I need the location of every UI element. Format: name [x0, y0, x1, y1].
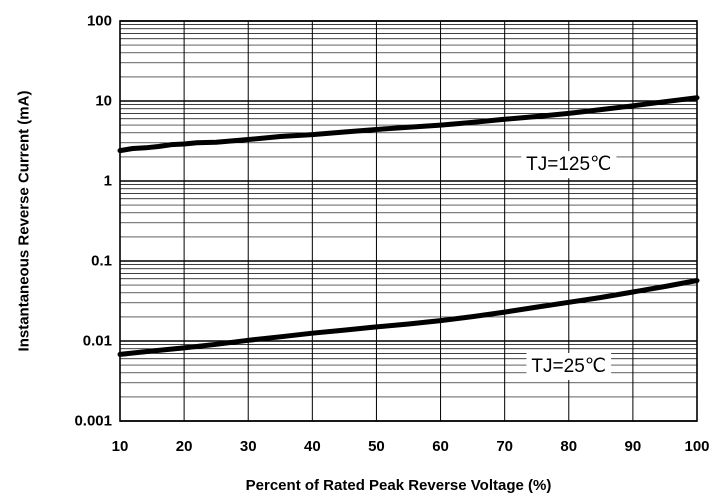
series-layer: [117, 95, 700, 357]
series-annotation-1: TJ=125℃: [526, 154, 611, 175]
x-tick-label: 10: [112, 438, 129, 455]
plot-frame: [119, 20, 698, 422]
annotation-background: [526, 353, 612, 381]
x-tick-label: 90: [625, 438, 642, 455]
x-tick-label: 20: [176, 438, 193, 455]
y-tick-label: 1: [104, 173, 112, 190]
y-axis-title: Instantaneous Reverse Current (mA): [16, 91, 33, 352]
x-tick-label: 30: [240, 438, 257, 455]
x-tick-labels: 10 20 30 40 50 60 70 80 90 100: [112, 438, 710, 455]
x-tick-label: 80: [560, 438, 577, 455]
y-tick-labels: 0.001 0.01 0.1 1 10 100: [74, 13, 112, 430]
annotation-background: [521, 151, 617, 179]
x-axis-title: Percent of Rated Peak Reverse Voltage (%…: [246, 477, 552, 494]
minor-gridlines: [120, 24, 697, 398]
y-tick-label: 10: [95, 93, 112, 110]
x-tick-label: 40: [304, 438, 321, 455]
y-tick-label: 100: [87, 13, 112, 30]
series-line-1: [117, 95, 700, 154]
annotation-layer: TJ=125℃ TJ=25℃: [521, 151, 617, 381]
y-tick-label: 0.1: [91, 253, 112, 270]
x-tick-label: 50: [368, 438, 385, 455]
y-tick-label: 0.01: [83, 333, 112, 350]
series-line-2: [117, 278, 700, 357]
x-tick-label: 100: [684, 438, 709, 455]
x-tick-label: 60: [432, 438, 449, 455]
series-annotation-2: TJ=25℃: [531, 356, 606, 377]
y-tick-label: 0.001: [74, 413, 112, 430]
x-tick-label: 70: [496, 438, 513, 455]
